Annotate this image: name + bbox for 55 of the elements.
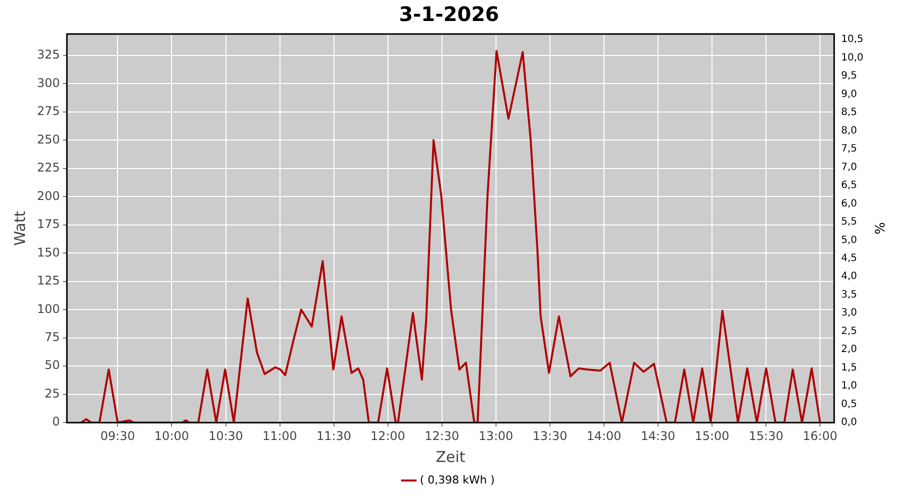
y2-axis-title: % bbox=[870, 222, 886, 234]
y2-tick-label: 1,0 bbox=[841, 380, 858, 392]
y2-tick-label: 8,5 bbox=[841, 107, 858, 118]
y2-tick-label: 3,0 bbox=[841, 308, 858, 319]
y-tick-label: 25 bbox=[44, 386, 60, 400]
y2-tick-label: 8,0 bbox=[841, 125, 858, 136]
x-tick-label: 10:00 bbox=[154, 428, 190, 443]
y-tick-label: 225 bbox=[37, 160, 60, 175]
y2-tick-label: 10,5 bbox=[841, 34, 864, 46]
y2-tick-label: 5,5 bbox=[841, 216, 858, 228]
chart-title: 3-1-2026 bbox=[398, 2, 500, 26]
y2-tick-label: 2,0 bbox=[841, 344, 858, 356]
y-tick-label: 100 bbox=[37, 302, 60, 316]
y-tick-label: 175 bbox=[37, 217, 60, 232]
y2-tick-label: 2,5 bbox=[841, 326, 858, 337]
y2-tick-label: 6,5 bbox=[841, 180, 858, 192]
y-tick-label: 250 bbox=[37, 132, 60, 146]
y2-tick-label: 4,5 bbox=[841, 252, 858, 264]
x-tick-label: 10:30 bbox=[208, 428, 244, 443]
y2-tick-label: 7,5 bbox=[841, 144, 858, 155]
y-tick-label: 150 bbox=[37, 245, 60, 260]
y-tick-label: 0 bbox=[52, 414, 60, 429]
y2-tick-label: 9,5 bbox=[841, 70, 858, 82]
y2-tick-label: 5,0 bbox=[841, 234, 858, 246]
y2-tick-label: 4,0 bbox=[841, 271, 858, 282]
x-tick-label: 12:30 bbox=[424, 428, 460, 443]
x-axis-title: Zeit bbox=[436, 448, 466, 466]
y-tick-label: 50 bbox=[44, 358, 60, 372]
y2-tick-label: 7,0 bbox=[841, 162, 858, 173]
y-tick-label: 325 bbox=[37, 48, 60, 62]
y2-tick-label: 6,0 bbox=[841, 198, 858, 210]
x-tick-label: 09:30 bbox=[100, 428, 135, 443]
y2-tick-label: 10,0 bbox=[841, 52, 864, 64]
x-tick-label: 15:30 bbox=[748, 428, 784, 443]
x-tick-label: 14:30 bbox=[640, 428, 676, 443]
y-tick-label: 125 bbox=[37, 274, 60, 288]
y2-tick-label: 9,0 bbox=[841, 88, 858, 100]
x-tick-label: 11:00 bbox=[262, 428, 298, 443]
x-tick-label: 12:00 bbox=[370, 428, 406, 443]
x-tick-label: 13:30 bbox=[532, 428, 568, 443]
y-tick-label: 300 bbox=[37, 76, 60, 90]
y2-tick-label: 3,5 bbox=[841, 289, 858, 300]
y-tick-label: 75 bbox=[44, 330, 60, 344]
y2-tick-label: 0,5 bbox=[841, 398, 858, 410]
x-tick-label: 13:00 bbox=[478, 428, 514, 443]
legend-label: ( 0,398 kWh ) bbox=[420, 473, 495, 486]
x-tick-label: 16:00 bbox=[802, 428, 838, 443]
y2-tick-label: 0,0 bbox=[841, 417, 858, 428]
y-axis-title: Watt bbox=[10, 210, 29, 246]
y-tick-label: 200 bbox=[37, 188, 60, 203]
y-tick-label: 275 bbox=[37, 104, 60, 118]
x-tick-label: 15:00 bbox=[694, 428, 730, 443]
x-tick-label: 11:30 bbox=[316, 428, 352, 443]
y2-tick-label: 1,5 bbox=[841, 362, 858, 374]
x-tick-label: 14:00 bbox=[586, 428, 622, 443]
